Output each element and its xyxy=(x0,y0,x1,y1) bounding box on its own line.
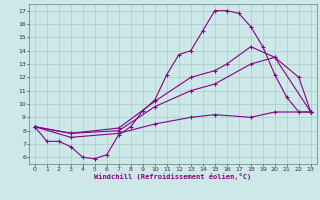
X-axis label: Windchill (Refroidissement éolien,°C): Windchill (Refroidissement éolien,°C) xyxy=(94,173,252,180)
